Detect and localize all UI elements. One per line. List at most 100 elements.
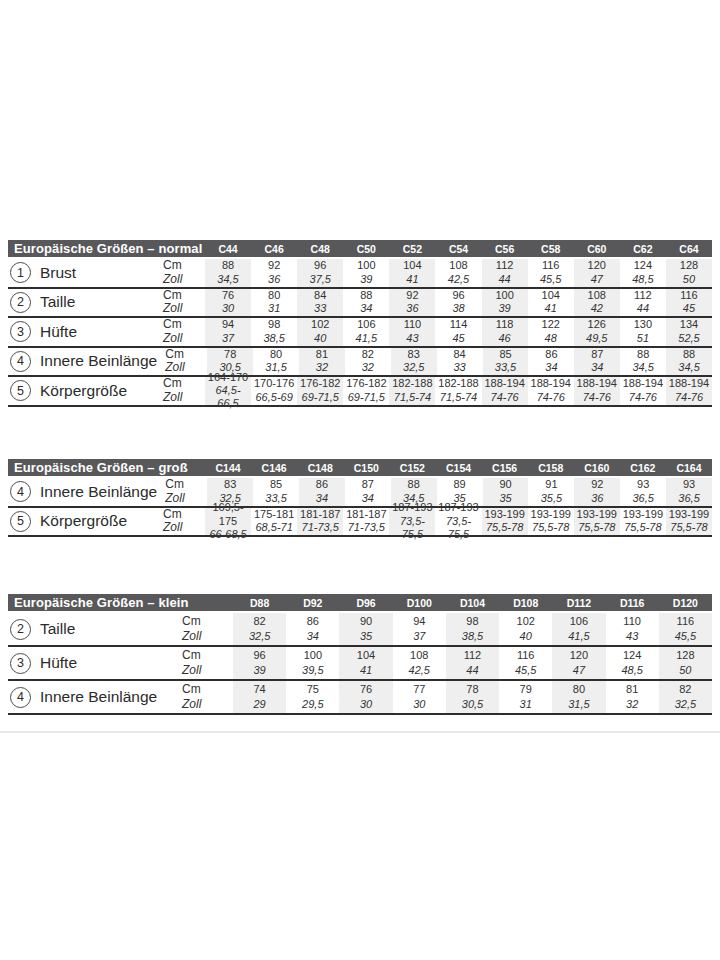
row-number-badge: 2 <box>10 619 31 640</box>
value-cell: 9135,5 <box>528 478 574 506</box>
zoll-value: 41 <box>389 273 435 286</box>
value-cell: 176-18269-71,5 <box>343 377 389 405</box>
cm-value: 88 <box>205 259 251 272</box>
value-cell: 7630 <box>339 681 392 713</box>
zoll-value: 69-71,5 <box>343 391 389 404</box>
value-cell: 8031,5 <box>253 348 299 376</box>
zoll-value: 34 <box>345 492 391 505</box>
row-label: Körpergröße <box>40 382 127 400</box>
unit-zone: CmZoll <box>155 318 205 346</box>
value-cell: 12248 <box>528 318 574 346</box>
value-cell: 8132 <box>606 681 659 713</box>
zoll-value: 71,5-74 <box>389 391 435 404</box>
measure-row: 3HüfteCmZoll963910039,51044110842,511244… <box>8 647 712 681</box>
value-cell: 8834,5 <box>205 259 251 287</box>
zoll-value: 31 <box>251 302 297 315</box>
column-header: D100 <box>393 597 446 609</box>
cm-value: 83 <box>391 348 437 361</box>
value-cell: 8433 <box>297 289 343 317</box>
row-label: Innere Beinlänge <box>40 688 157 706</box>
value-cell: 9638 <box>435 289 481 317</box>
cm-value: 89 <box>437 478 483 491</box>
zoll-value: 45,5 <box>659 629 712 645</box>
row-label-zone: 3Hüfte <box>8 647 168 679</box>
value-row: 8232,58634903594379838,51024010641,51104… <box>233 613 712 645</box>
cm-value: 92 <box>251 259 297 272</box>
value-cell: 193-19975,5-78 <box>620 508 666 536</box>
cm-value: 96 <box>233 648 286 664</box>
cm-value: 84 <box>437 348 483 361</box>
value-cell: 176-18269-71,5 <box>297 377 343 405</box>
value-cell: 8031,5 <box>552 681 605 713</box>
unit-zone: CmZoll <box>168 681 233 713</box>
cm-value: 112 <box>620 289 666 302</box>
cm-value: 98 <box>446 614 499 630</box>
cm-value: 193-199 <box>620 508 666 521</box>
value-cell: 12850 <box>666 259 712 287</box>
zoll-value: 50 <box>659 663 712 679</box>
zoll-value: 45 <box>666 302 712 315</box>
cm-value: 76 <box>205 289 251 302</box>
cm-value: 80 <box>251 289 297 302</box>
value-cell: 8232,5 <box>233 613 286 645</box>
zoll-value: 37 <box>393 629 446 645</box>
value-cell: 9437 <box>393 613 446 645</box>
column-header: D92 <box>286 597 339 609</box>
cm-value: 108 <box>435 259 481 272</box>
zoll-value: 30 <box>393 697 446 713</box>
column-header: C52 <box>389 243 435 255</box>
zoll-value: 48 <box>528 332 574 345</box>
value-cell: 188-19474-76 <box>620 377 666 405</box>
zoll-value: 50 <box>666 273 712 286</box>
cm-value: 102 <box>499 614 552 630</box>
cm-value: 82 <box>659 682 712 698</box>
cm-value: 176-182 <box>297 377 343 390</box>
cm-value: 104 <box>339 648 392 664</box>
value-cell: 193-19975,5-78 <box>666 508 712 536</box>
value-row: 169,5-17566-68,5175-18168,5-71181-18771-… <box>205 508 712 536</box>
zoll-value: 51 <box>620 332 666 345</box>
value-cell: 175-18168,5-71 <box>251 508 297 536</box>
cm-value: 74 <box>233 682 286 698</box>
cm-value: 193-199 <box>574 508 620 521</box>
unit-label-zoll: Zoll <box>182 697 233 713</box>
column-headers: C144C146C148C150C152C154C156C158C160C162… <box>205 459 712 476</box>
row-number-badge: 3 <box>10 653 31 674</box>
cm-value: 116 <box>528 259 574 272</box>
value-cell: 188-19474-76 <box>666 377 712 405</box>
cm-value: 96 <box>435 289 481 302</box>
column-header: C144 <box>205 462 251 474</box>
value-cell: 182-18871,5-74 <box>435 377 481 405</box>
table-header-bar: Europäische Größen – großC144C146C148C15… <box>8 459 712 476</box>
value-cell: 9437 <box>205 318 251 346</box>
zoll-value: 30 <box>205 302 251 315</box>
cm-value: 87 <box>345 478 391 491</box>
cm-value: 108 <box>393 648 446 664</box>
cm-value: 134 <box>666 318 712 331</box>
value-cell: 9336,5 <box>620 478 666 506</box>
cm-value: 93 <box>666 478 712 491</box>
zoll-value: 47 <box>574 273 620 286</box>
value-cell: 11645,5 <box>528 259 574 287</box>
cm-value: 170-176 <box>251 377 297 390</box>
cm-value: 91 <box>528 478 574 491</box>
zoll-value: 36 <box>389 302 435 315</box>
zoll-value: 48,5 <box>620 273 666 286</box>
value-row: 7630803184338834923696381003910441108421… <box>205 289 712 317</box>
value-cell: 7931 <box>499 681 552 713</box>
value-cell: 11645 <box>666 289 712 317</box>
column-header: C164 <box>666 462 712 474</box>
unit-zone: CmZoll <box>157 348 207 376</box>
cm-value: 175-181 <box>251 508 297 521</box>
row-number-badge: 5 <box>10 511 31 532</box>
value-cell: 7529,5 <box>286 681 339 713</box>
zoll-value: 35 <box>339 629 392 645</box>
measure-row: 2TailleCmZoll763080318433883492369638100… <box>8 289 712 319</box>
zoll-value: 75,5-78 <box>482 521 528 534</box>
value-cell: 9336,5 <box>666 478 712 506</box>
cm-value: 93 <box>620 478 666 491</box>
zoll-value: 31,5 <box>552 697 605 713</box>
zoll-value: 43 <box>606 629 659 645</box>
unit-zone: CmZoll <box>157 478 207 506</box>
measure-row: 5KörpergrößeCmZoll169,5-17566-68,5175-18… <box>8 508 712 538</box>
